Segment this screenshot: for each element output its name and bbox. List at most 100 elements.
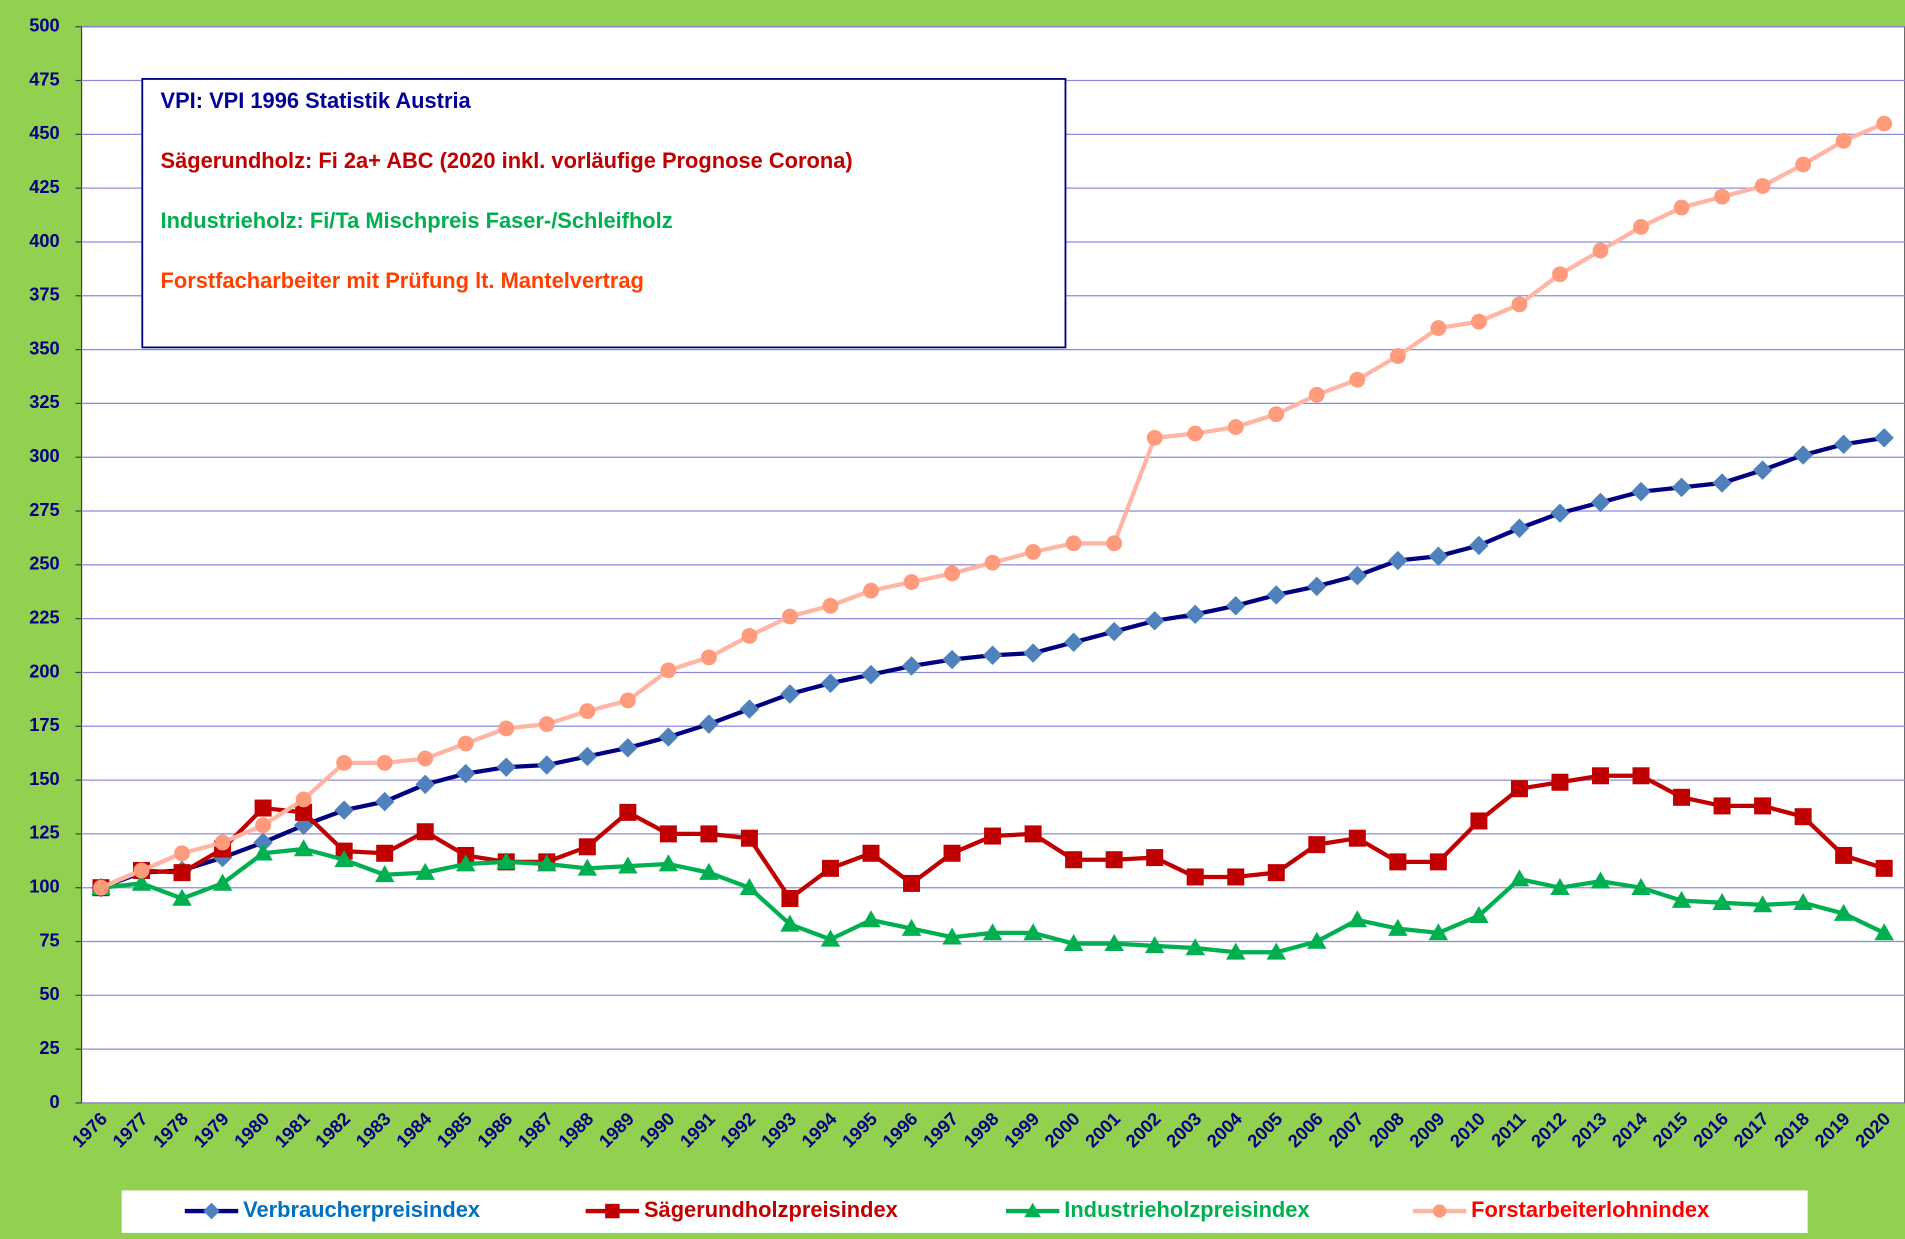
annotation: Industrieholz: Fi/Ta Mischpreis Faser-/S… <box>161 208 673 233</box>
marker <box>173 864 191 882</box>
marker <box>1550 877 1570 895</box>
marker <box>982 645 1003 665</box>
marker <box>1833 903 1854 921</box>
y-tick-label: 275 <box>29 500 59 520</box>
marker <box>1713 797 1731 815</box>
marker <box>1268 406 1285 423</box>
marker <box>1146 849 1164 867</box>
marker <box>133 862 150 879</box>
marker <box>1835 846 1853 864</box>
marker <box>577 746 598 767</box>
marker <box>984 827 1002 845</box>
marker <box>781 889 799 907</box>
marker <box>863 582 879 599</box>
marker <box>336 754 353 771</box>
marker <box>496 757 516 777</box>
marker <box>1024 825 1042 843</box>
marker <box>1631 481 1651 502</box>
marker <box>1632 767 1650 785</box>
marker <box>982 923 1003 941</box>
marker <box>1063 933 1084 951</box>
marker <box>1146 429 1163 446</box>
marker <box>820 929 841 947</box>
y-tick-label: 25 <box>39 1038 59 1058</box>
marker <box>538 716 555 733</box>
marker <box>456 763 476 784</box>
marker <box>334 800 354 820</box>
legend-label: Sägerundholzpreisindex <box>644 1197 898 1222</box>
y-tick-label: 250 <box>29 554 59 574</box>
marker <box>619 692 636 709</box>
marker <box>1714 188 1730 205</box>
marker <box>1673 788 1691 806</box>
marker <box>295 791 312 808</box>
marker <box>822 597 839 614</box>
marker <box>741 627 758 644</box>
marker <box>780 914 800 932</box>
marker <box>1671 477 1692 498</box>
y-tick-label: 375 <box>29 285 59 305</box>
marker <box>1106 535 1123 552</box>
marker <box>1509 518 1530 538</box>
marker <box>1144 611 1165 631</box>
marker <box>1227 419 1244 435</box>
marker <box>295 803 313 821</box>
marker <box>1186 868 1204 886</box>
legend-marker <box>605 1203 620 1219</box>
marker <box>1793 445 1813 465</box>
annotation: Forstfacharbeiter mit Prüfung lt. Mantel… <box>161 268 644 293</box>
marker <box>254 799 272 817</box>
marker <box>862 844 880 862</box>
legend-label: Forstarbeiterlohnindex <box>1471 1197 1709 1222</box>
marker <box>1511 296 1528 313</box>
marker <box>1266 585 1286 605</box>
y-tick-label: 200 <box>29 661 59 681</box>
marker <box>699 862 719 880</box>
marker <box>172 888 192 906</box>
marker <box>780 684 800 704</box>
marker <box>700 825 718 843</box>
marker <box>1307 931 1327 949</box>
marker <box>944 565 960 582</box>
marker <box>1795 156 1812 173</box>
marker <box>1389 853 1407 871</box>
marker <box>537 755 557 775</box>
marker <box>1673 199 1690 216</box>
marker <box>740 829 758 847</box>
marker <box>131 873 152 891</box>
marker <box>1428 923 1449 941</box>
marker <box>1023 923 1043 941</box>
legend-marker <box>1024 1202 1041 1218</box>
marker <box>1631 877 1651 895</box>
y-tick-label: 50 <box>39 984 59 1004</box>
marker <box>1388 918 1408 936</box>
marker <box>861 910 881 928</box>
marker <box>1591 767 1609 785</box>
marker <box>1469 905 1489 923</box>
y-tick-label: 150 <box>29 769 59 789</box>
marker <box>1551 773 1569 791</box>
y-tick-label: 225 <box>29 607 59 627</box>
marker <box>1266 942 1286 960</box>
marker <box>618 856 638 874</box>
marker <box>1592 242 1609 259</box>
marker <box>739 877 760 895</box>
marker <box>1509 869 1530 887</box>
marker <box>901 656 922 676</box>
marker <box>1349 371 1366 388</box>
y-tick-label: 475 <box>29 69 59 89</box>
marker <box>579 703 596 720</box>
marker <box>1874 923 1894 941</box>
marker <box>174 845 190 862</box>
y-tick-label: 0 <box>50 1092 60 1112</box>
y-tick-label: 300 <box>29 446 59 466</box>
marker <box>660 662 677 679</box>
marker <box>1348 829 1366 847</box>
marker <box>1267 864 1285 882</box>
marker <box>1388 550 1408 571</box>
marker <box>903 574 920 590</box>
marker <box>1875 859 1893 877</box>
marker <box>1590 871 1611 889</box>
marker <box>701 649 717 666</box>
